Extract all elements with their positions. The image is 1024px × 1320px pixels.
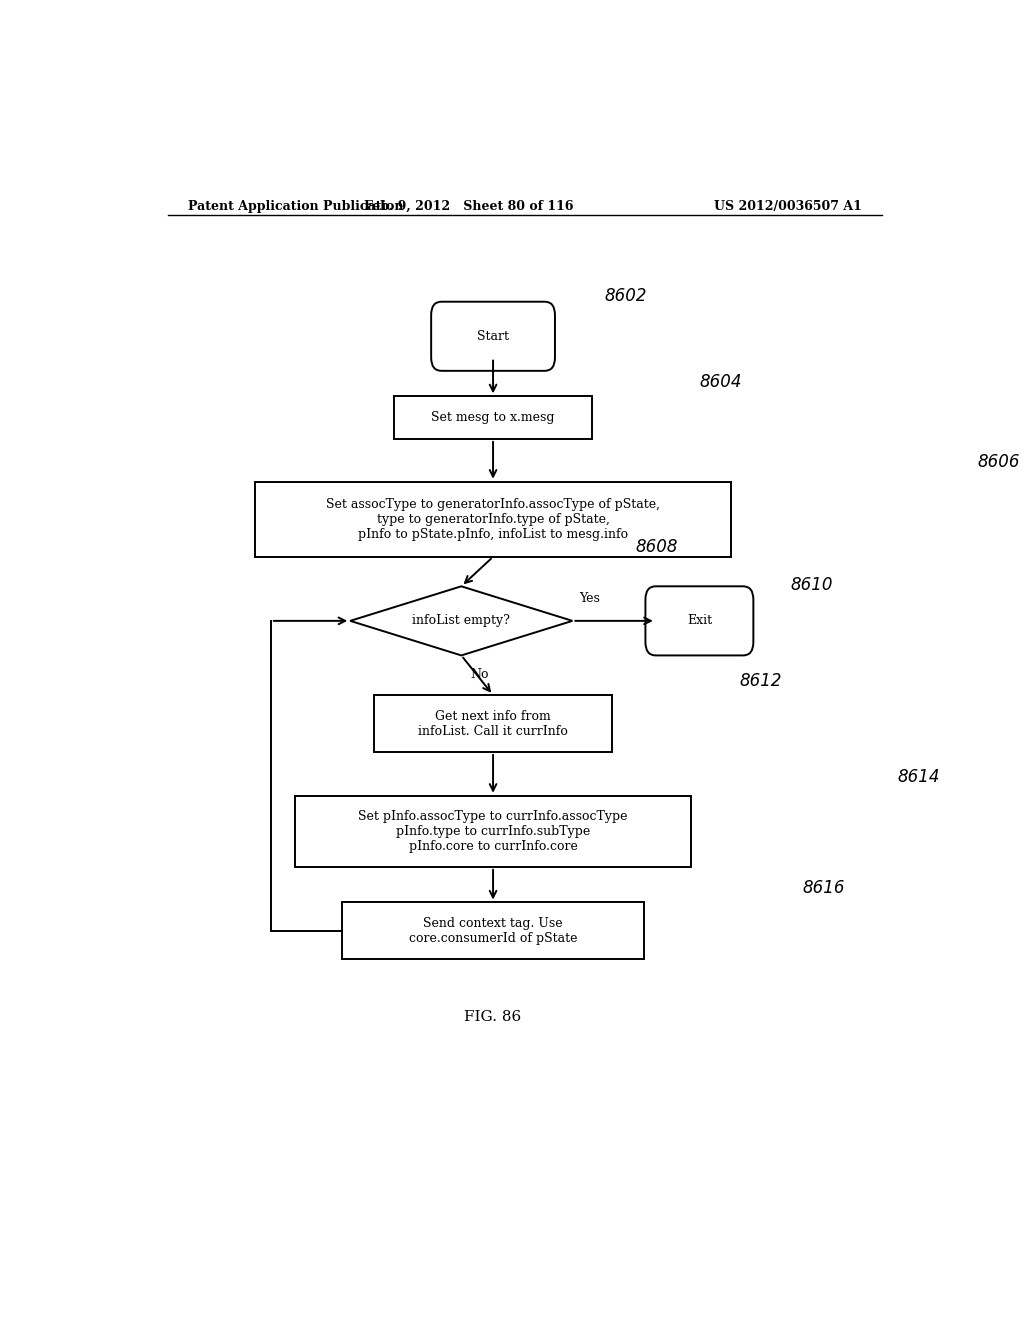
- Text: infoList empty?: infoList empty?: [413, 614, 510, 627]
- Text: Send context tag. Use
core.consumerId of pState: Send context tag. Use core.consumerId of…: [409, 917, 578, 945]
- Bar: [342, 903, 644, 960]
- Text: 8610: 8610: [791, 577, 834, 594]
- Text: FIG. 86: FIG. 86: [465, 1010, 521, 1024]
- Text: Exit: Exit: [687, 614, 712, 627]
- Text: Get next info from
infoList. Call it currInfo: Get next info from infoList. Call it cur…: [418, 710, 568, 738]
- Text: 8602: 8602: [604, 286, 647, 305]
- Text: 8612: 8612: [739, 672, 781, 690]
- Text: Start: Start: [477, 330, 509, 343]
- Text: Set mesg to x.mesg: Set mesg to x.mesg: [431, 411, 555, 424]
- Text: US 2012/0036507 A1: US 2012/0036507 A1: [714, 199, 862, 213]
- Text: 8604: 8604: [699, 374, 742, 391]
- Text: Patent Application Publication: Patent Application Publication: [187, 199, 403, 213]
- Text: 8616: 8616: [803, 879, 845, 898]
- Text: 8608: 8608: [636, 537, 679, 556]
- Polygon shape: [350, 586, 572, 656]
- Text: Yes: Yes: [579, 591, 600, 605]
- Bar: [374, 696, 612, 752]
- FancyBboxPatch shape: [431, 302, 555, 371]
- FancyBboxPatch shape: [645, 586, 754, 656]
- Bar: [295, 796, 691, 867]
- Text: Set pInfo.assocType to currInfo.assocType
pInfo.type to currInfo.subType
pInfo.c: Set pInfo.assocType to currInfo.assocTyp…: [358, 809, 628, 853]
- Bar: [394, 396, 592, 440]
- Text: Set assocType to generatorInfo.assocType of pState,
type to generatorInfo.type o: Set assocType to generatorInfo.assocType…: [326, 498, 660, 541]
- Bar: [255, 482, 731, 557]
- Text: Feb. 9, 2012   Sheet 80 of 116: Feb. 9, 2012 Sheet 80 of 116: [365, 199, 574, 213]
- Text: No: No: [471, 668, 489, 681]
- Text: 8606: 8606: [977, 454, 1020, 471]
- Text: 8614: 8614: [898, 767, 940, 785]
